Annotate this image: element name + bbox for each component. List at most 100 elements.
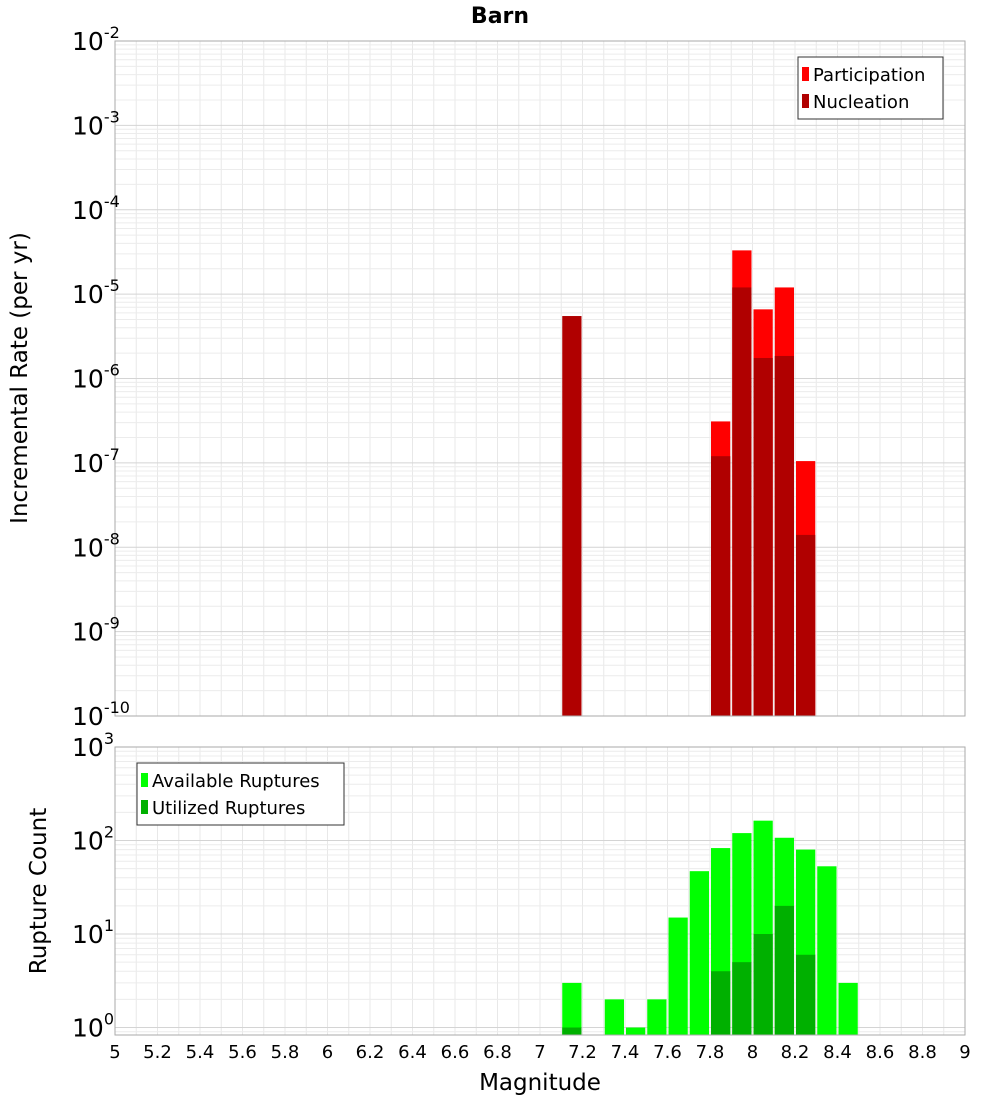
x-tick-label: 7.6 [653, 1042, 682, 1063]
y-tick-label: 10-6 [72, 361, 120, 394]
bar-utilized-ruptures-2 [732, 962, 752, 1035]
bar-nucleation-5 [796, 534, 816, 716]
legend-swatch [141, 773, 148, 787]
y-tick-label: 10-8 [72, 529, 120, 562]
legend-label: Utilized Ruptures [152, 798, 305, 819]
bar-utilized-ruptures-4 [774, 905, 794, 1035]
y-tick-exponent: -2 [104, 23, 120, 42]
legend: Participation Nucleation [797, 56, 944, 120]
y-tick-base: 10 [72, 365, 104, 394]
y-tick-label: 10-4 [72, 192, 120, 225]
x-tick-label: 8.6 [866, 1042, 895, 1063]
legend: Available Ruptures Utilized Ruptures [136, 762, 345, 826]
bar-utilized-ruptures-5 [796, 954, 816, 1035]
legend-label: Participation [813, 65, 925, 86]
y-tick-label: 10-2 [72, 23, 120, 56]
bar-nucleation-4 [774, 355, 794, 716]
legend-box [136, 762, 345, 826]
y-tick-base: 10 [72, 280, 104, 309]
y-tick-exponent: 1 [104, 916, 114, 935]
y-tick-label: 10-10 [72, 698, 130, 731]
plots: 10-210-310-410-510-610-710-810-910-10Par… [72, 23, 971, 1063]
bar-available-ruptures-5 [689, 871, 709, 1035]
legend-box [797, 56, 944, 120]
y-tick-label: 100 [72, 1010, 114, 1043]
y-tick-label: 101 [72, 916, 114, 949]
x-tick-label: 6.8 [483, 1042, 512, 1063]
y-tick-base: 10 [72, 449, 104, 478]
y-tick-base: 10 [72, 827, 104, 856]
y-tick-base: 10 [72, 618, 104, 647]
x-tick-label: 8.4 [823, 1042, 852, 1063]
y-tick-label: 103 [72, 729, 114, 762]
legend-swatch [802, 94, 809, 108]
y-tick-exponent: -4 [104, 192, 120, 211]
y-tick-base: 10 [72, 733, 104, 762]
y-tick-base: 10 [72, 27, 104, 56]
y-tick-exponent: -6 [104, 361, 120, 380]
x-tick-label: 6.2 [356, 1042, 385, 1063]
bar-available-ruptures-4 [668, 917, 688, 1035]
y-tick-base: 10 [72, 1014, 104, 1043]
y-tick-exponent: 0 [104, 1010, 114, 1029]
x-axis-label: Magnitude [479, 1070, 601, 1096]
y-tick-base: 10 [72, 533, 104, 562]
legend-label: Nucleation [813, 92, 909, 113]
y-tick-exponent: -5 [104, 276, 120, 295]
bar-available-ruptures-3 [647, 999, 667, 1035]
y-tick-base: 10 [72, 111, 104, 140]
y-tick-exponent: 3 [104, 729, 114, 748]
x-tick-label: 5.6 [228, 1042, 257, 1063]
bar-available-ruptures-0 [562, 982, 582, 1035]
y-tick-exponent: -9 [104, 614, 120, 633]
bar-nucleation-0 [562, 316, 582, 716]
x-tick-label: 8.8 [908, 1042, 937, 1063]
x-tick-label: 7 [534, 1042, 545, 1063]
bar-utilized-ruptures-0 [562, 1027, 582, 1035]
y-tick-label: 10-9 [72, 614, 120, 647]
x-tick-label: 8.2 [781, 1042, 810, 1063]
legend-swatch [141, 800, 148, 814]
legend-swatch [802, 67, 809, 81]
x-tick-label: 8 [747, 1042, 758, 1063]
y-tick-label: 10-3 [72, 107, 120, 140]
panel-0: 10-210-310-410-510-610-710-810-910-10Par… [72, 23, 966, 731]
x-tick-label: 5.8 [271, 1042, 300, 1063]
bar-available-ruptures-1 [604, 999, 624, 1035]
bar-utilized-ruptures-1 [711, 971, 731, 1035]
plot-border [114, 40, 966, 717]
bar-nucleation-3 [753, 357, 773, 716]
y-tick-exponent: -8 [104, 529, 120, 548]
bar-utilized-ruptures-3 [753, 934, 773, 1035]
y-tick-exponent: 2 [104, 823, 114, 842]
legend-label: Available Ruptures [152, 771, 320, 792]
chart-title: Barn [471, 4, 529, 29]
y-tick-label: 102 [72, 823, 114, 856]
x-tick-label: 6.4 [398, 1042, 427, 1063]
x-tick-label: 6.6 [441, 1042, 470, 1063]
bar-available-ruptures-11 [817, 866, 837, 1035]
x-tick-label: 6 [322, 1042, 333, 1063]
y-tick-exponent: -3 [104, 107, 120, 126]
y-tick-label: 10-5 [72, 276, 120, 309]
x-tick-label: 7.2 [568, 1042, 597, 1063]
bar-available-ruptures-12 [838, 982, 858, 1035]
y-axis-label-rate: Incremental Rate (per yr) [7, 232, 33, 524]
y-tick-label: 10-7 [72, 445, 120, 478]
y-tick-exponent: -10 [104, 698, 130, 717]
plot-border [114, 746, 966, 1036]
y-tick-exponent: -7 [104, 445, 120, 464]
y-tick-base: 10 [72, 196, 104, 225]
x-tick-label: 5.2 [143, 1042, 172, 1063]
x-tick-label: 5 [109, 1042, 120, 1063]
x-tick-label: 7.8 [696, 1042, 725, 1063]
x-tick-label: 9 [959, 1042, 970, 1063]
x-tick-label: 7.4 [611, 1042, 640, 1063]
bar-available-ruptures-2 [626, 1027, 646, 1035]
bar-nucleation-2 [732, 287, 752, 716]
bar-nucleation-1 [711, 456, 731, 716]
x-tick-label: 5.4 [186, 1042, 215, 1063]
y-axis-label-count: Rupture Count [26, 808, 52, 974]
